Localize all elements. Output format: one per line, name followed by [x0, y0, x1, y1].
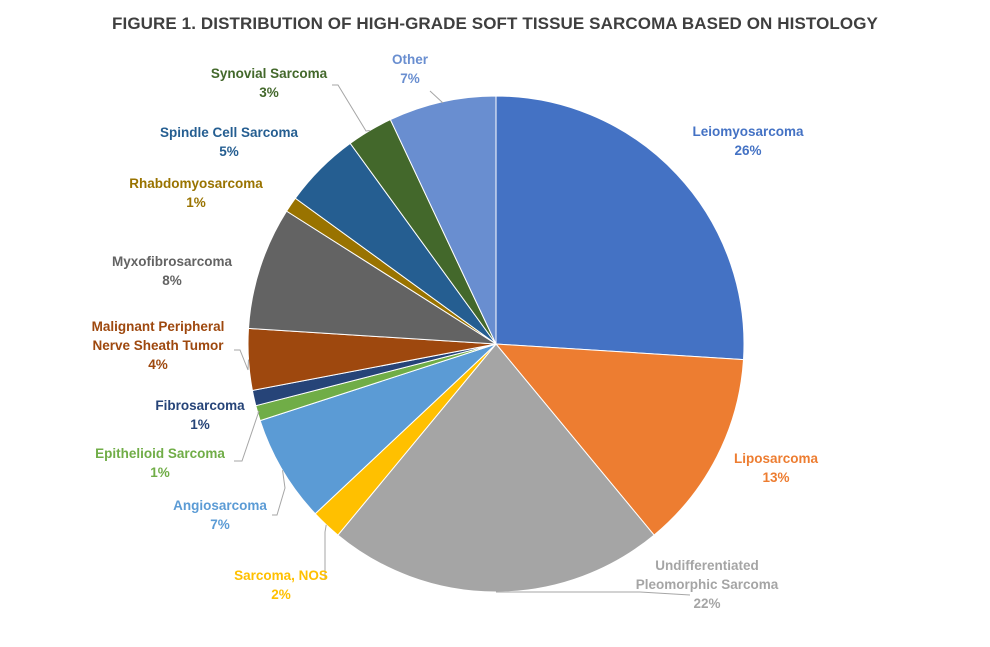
data-label-leiomyosarcoma: Leiomyosarcoma 26% [692, 124, 804, 158]
leader-line-synovial-sarcoma [332, 84, 370, 132]
data-label-fibrosarcoma: Fibrosarcoma 1% [155, 398, 245, 432]
data-label-undifferentiated-pleomorphic-sarcoma: Undifferentiated Pleomorphic Sarcoma 22% [636, 558, 779, 611]
leader-line-other [429, 90, 444, 104]
data-label-rhabdomyosarcoma: Rhabdomyosarcoma 1% [129, 176, 263, 210]
data-label-malignant-peripheral-nerve-sheath-tumor: Malignant Peripheral Nerve Sheath Tumor 4% [92, 319, 225, 372]
leader-line-angiosarcoma [272, 470, 286, 516]
pie-slice-angiosarcoma [259, 343, 497, 515]
data-label-spindle-cell-sarcoma: Spindle Cell Sarcoma 5% [160, 125, 299, 159]
leader-line-sarcoma-nos [324, 524, 327, 580]
data-label-synovial-sarcoma: Synovial Sarcoma 3% [211, 66, 328, 100]
leader-line-malignant-peripheral-nerve-sheath-tumor [234, 349, 249, 371]
chart-title: FIGURE 1. DISTRIBUTION OF HIGH-GRADE SOF… [112, 14, 878, 33]
data-label-epithelioid-sarcoma: Epithelioid Sarcoma 1% [95, 446, 225, 480]
data-label-sarcoma-nos: Sarcoma, NOS 2% [234, 568, 328, 602]
data-label-liposarcoma: Liposarcoma 13% [734, 451, 819, 485]
pie-slice-liposarcoma [494, 343, 745, 536]
pie-slice-leiomyosarcoma [495, 95, 745, 361]
data-label-myxofibrosarcoma: Myxofibrosarcoma 8% [112, 254, 233, 288]
pie-slice-myxofibrosarcoma [247, 210, 497, 345]
data-label-other: Other 7% [392, 52, 429, 86]
leader-line-epithelioid-sarcoma [234, 410, 260, 462]
leader-line-undifferentiated-pleomorphic-sarcoma [496, 591, 691, 596]
data-label-angiosarcoma: Angiosarcoma 7% [173, 498, 267, 532]
